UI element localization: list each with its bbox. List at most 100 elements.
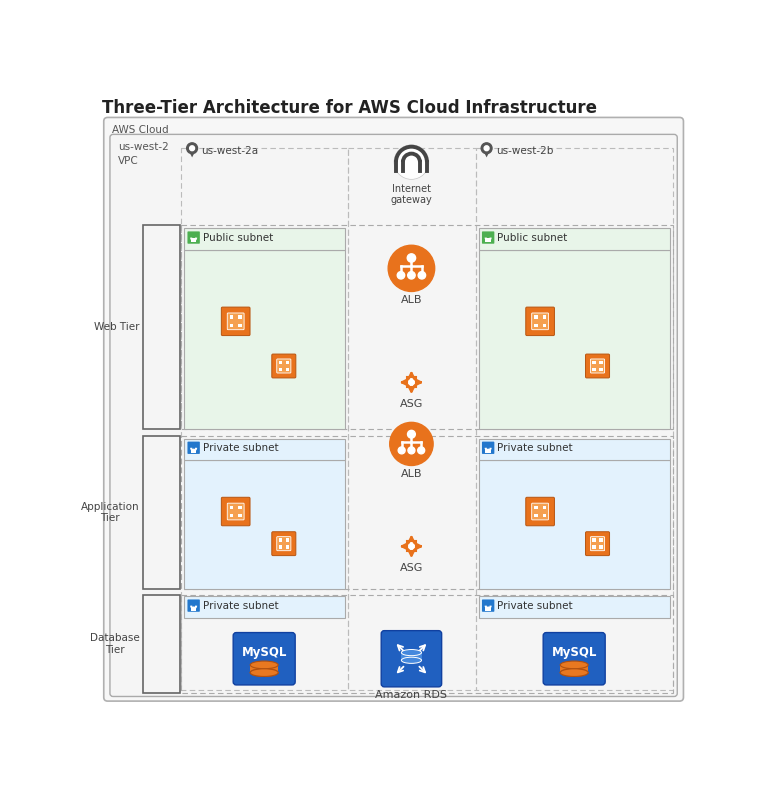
Circle shape	[187, 143, 197, 153]
Text: us-west-2a: us-west-2a	[201, 146, 259, 156]
FancyBboxPatch shape	[276, 359, 291, 373]
FancyBboxPatch shape	[104, 117, 684, 701]
Bar	[184, 596, 345, 618]
Bar	[479, 229, 670, 250]
FancyBboxPatch shape	[187, 442, 200, 454]
Bar	[279, 361, 282, 364]
Bar	[143, 594, 180, 693]
Text: ALB: ALB	[401, 295, 422, 304]
Bar	[250, 665, 278, 673]
Bar	[191, 606, 197, 610]
Bar	[543, 324, 546, 328]
Circle shape	[487, 239, 489, 241]
Text: Private subnet: Private subnet	[203, 601, 279, 610]
Text: Application
Tier: Application Tier	[81, 502, 140, 523]
Bar	[479, 596, 670, 618]
FancyBboxPatch shape	[526, 497, 554, 526]
Bar	[286, 546, 289, 549]
Bar	[560, 665, 588, 673]
FancyBboxPatch shape	[187, 232, 200, 244]
Bar	[599, 361, 603, 364]
Bar	[286, 539, 289, 542]
Bar	[230, 324, 233, 328]
FancyBboxPatch shape	[531, 503, 548, 520]
Text: Public subnet: Public subnet	[203, 233, 273, 243]
Circle shape	[193, 607, 194, 609]
FancyBboxPatch shape	[221, 307, 250, 336]
Bar	[184, 250, 345, 428]
FancyBboxPatch shape	[272, 354, 296, 378]
Bar	[485, 238, 491, 242]
Text: ASG: ASG	[399, 400, 423, 409]
FancyBboxPatch shape	[543, 633, 605, 685]
Polygon shape	[484, 152, 489, 157]
Circle shape	[190, 145, 194, 151]
Circle shape	[407, 254, 415, 262]
Text: VPC: VPC	[118, 156, 138, 166]
Bar	[402, 653, 422, 660]
Bar	[543, 316, 546, 319]
Circle shape	[395, 145, 429, 179]
FancyBboxPatch shape	[227, 503, 244, 520]
Ellipse shape	[250, 669, 278, 677]
Text: Private subnet: Private subnet	[498, 601, 573, 610]
Bar	[406, 377, 416, 388]
Circle shape	[482, 143, 492, 153]
Bar	[181, 149, 348, 690]
Circle shape	[487, 607, 489, 609]
Text: AWS Cloud: AWS Cloud	[111, 125, 168, 135]
Circle shape	[193, 239, 194, 241]
FancyBboxPatch shape	[591, 359, 604, 373]
FancyBboxPatch shape	[276, 537, 291, 551]
Bar	[592, 539, 596, 542]
Bar	[534, 324, 538, 328]
Bar	[592, 546, 596, 549]
Bar	[184, 229, 345, 250]
Bar	[143, 225, 180, 428]
Text: Private subnet: Private subnet	[203, 443, 279, 453]
Bar	[286, 361, 289, 364]
Bar	[479, 250, 670, 428]
Bar	[230, 506, 233, 509]
FancyBboxPatch shape	[110, 134, 677, 697]
Ellipse shape	[560, 669, 588, 677]
Text: Private subnet: Private subnet	[498, 443, 573, 453]
Ellipse shape	[250, 661, 278, 669]
FancyBboxPatch shape	[381, 630, 442, 687]
Bar	[181, 225, 674, 428]
FancyBboxPatch shape	[233, 633, 295, 685]
Polygon shape	[190, 152, 195, 157]
Ellipse shape	[402, 658, 422, 663]
Text: Database
Tier: Database Tier	[90, 633, 140, 654]
Bar	[592, 368, 596, 372]
FancyBboxPatch shape	[591, 537, 604, 551]
Text: Public subnet: Public subnet	[498, 233, 568, 243]
Bar	[181, 436, 674, 589]
Bar	[534, 316, 538, 319]
Bar	[485, 449, 491, 453]
FancyBboxPatch shape	[227, 313, 244, 330]
FancyBboxPatch shape	[482, 232, 495, 244]
FancyBboxPatch shape	[272, 532, 296, 555]
Text: us-west-2: us-west-2	[118, 142, 168, 152]
Circle shape	[193, 449, 194, 451]
Bar	[191, 449, 197, 453]
Circle shape	[388, 245, 435, 292]
Circle shape	[418, 447, 425, 454]
Ellipse shape	[402, 650, 422, 656]
Bar	[534, 514, 538, 518]
Bar	[479, 460, 670, 589]
Circle shape	[398, 447, 406, 454]
Text: Internet
gateway: Internet gateway	[391, 184, 432, 205]
Bar	[230, 316, 233, 319]
Bar	[238, 324, 242, 328]
Text: MySQL: MySQL	[551, 646, 597, 659]
Bar	[592, 361, 596, 364]
Text: ASG: ASG	[399, 563, 423, 573]
Circle shape	[484, 145, 489, 151]
FancyBboxPatch shape	[531, 313, 548, 330]
Bar	[406, 542, 416, 551]
Bar	[184, 439, 345, 460]
Bar	[143, 436, 180, 589]
FancyBboxPatch shape	[526, 307, 554, 336]
